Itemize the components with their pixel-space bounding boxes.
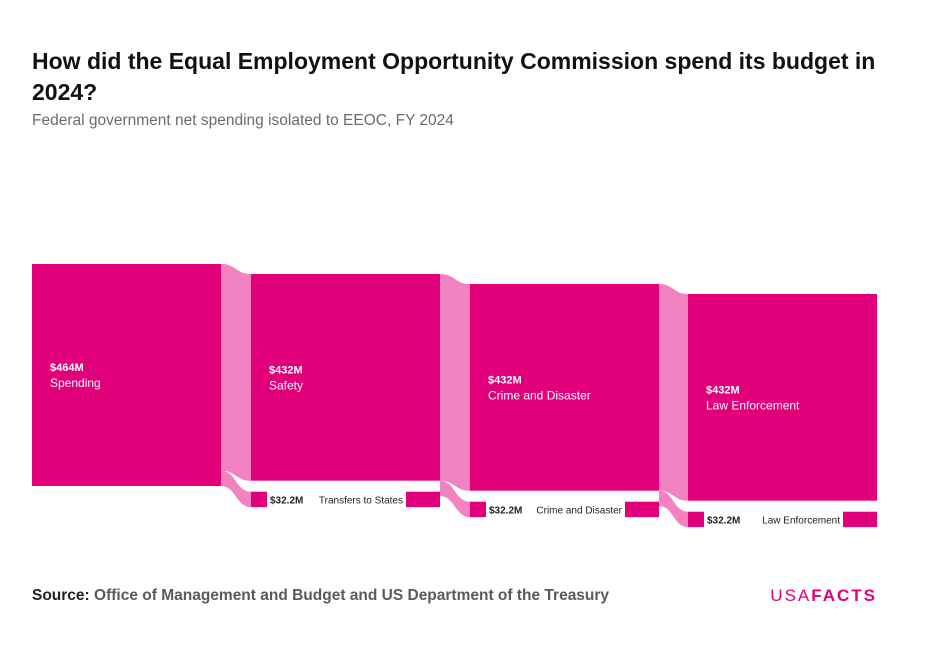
brand-logo: USAFACTS [770, 586, 877, 606]
other-node-end-3 [843, 511, 877, 528]
node-name-label: Safety [269, 378, 303, 392]
other-name-label: Transfers to States [319, 495, 403, 506]
chart-title: How did the Equal Employment Opportunity… [32, 48, 876, 105]
other-node-1 [251, 491, 267, 508]
link-other-2 [440, 480, 470, 518]
link-other-1 [221, 470, 251, 508]
other-node-end-2 [625, 501, 659, 518]
links-layer [221, 264, 688, 528]
node-name-label: Spending [50, 376, 101, 390]
node-value-label: $432M [706, 384, 740, 396]
nodes-layer [32, 264, 877, 528]
chart-subtitle: Federal government net spending isolated… [32, 112, 454, 129]
other-node-3 [688, 511, 704, 528]
node-1 [32, 264, 221, 486]
node-3 [470, 284, 659, 491]
link-other-3 [659, 490, 688, 528]
link-main-1 [221, 264, 251, 481]
node-value-label: $432M [269, 364, 303, 376]
other-name-label: Crime and Disaster [536, 505, 622, 516]
link-main-3 [659, 284, 688, 501]
node-4 [688, 294, 877, 501]
labels-layer: $464M Spending $432M Safety $432M Crime and D… [50, 362, 840, 526]
source-text: Office of Management and Budget and US D… [94, 587, 610, 604]
other-value-label: $32.2M [270, 495, 303, 506]
source-label: Source: [32, 587, 90, 604]
source-line: Source: Office of Management and Budget … [32, 587, 609, 605]
other-node-end-1 [406, 491, 440, 508]
node-name-label: Law Enforcement [706, 398, 800, 412]
node-value-label: $464M [50, 362, 84, 374]
node-name-label: Crime and Disaster [488, 388, 591, 402]
other-value-label: $32.2M [489, 505, 522, 516]
node-2 [251, 274, 440, 481]
node-value-label: $432M [488, 374, 522, 386]
other-value-label: $32.2M [707, 515, 740, 526]
other-name-label: Law Enforcement [762, 515, 840, 526]
brand-part1: USA [770, 586, 812, 605]
link-main-2 [440, 274, 470, 491]
other-node-2 [470, 501, 486, 518]
brand-part2: FACTS [811, 586, 877, 605]
